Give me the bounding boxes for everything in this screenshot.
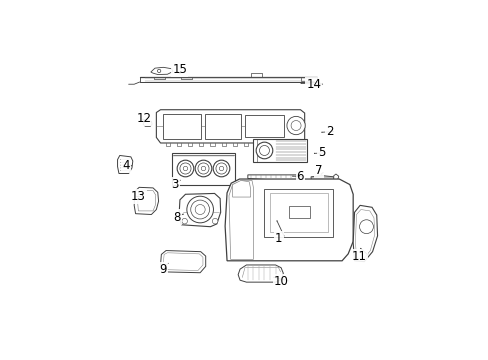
Polygon shape [160, 251, 205, 273]
Polygon shape [156, 110, 304, 143]
Circle shape [177, 160, 193, 177]
Polygon shape [238, 265, 283, 282]
Bar [163, 114, 200, 139]
Text: 13: 13 [131, 190, 145, 203]
Circle shape [216, 163, 226, 174]
Text: 8: 8 [173, 211, 181, 224]
Bar [204, 114, 241, 139]
Text: 1: 1 [274, 232, 282, 245]
Circle shape [180, 163, 191, 174]
Circle shape [198, 163, 208, 174]
Text: 5: 5 [317, 146, 325, 159]
Circle shape [212, 219, 218, 224]
Bar [269, 193, 327, 232]
Circle shape [190, 200, 209, 219]
Polygon shape [117, 156, 133, 174]
Circle shape [195, 160, 211, 177]
Circle shape [359, 220, 373, 234]
Circle shape [195, 204, 205, 215]
Circle shape [157, 69, 161, 73]
Text: 10: 10 [273, 275, 288, 288]
Bar [264, 189, 332, 237]
Bar [172, 153, 234, 185]
Bar [244, 115, 284, 138]
Polygon shape [310, 176, 334, 183]
Text: 2: 2 [325, 125, 333, 138]
Text: 4: 4 [122, 159, 130, 172]
Circle shape [201, 166, 205, 171]
Bar [253, 139, 307, 162]
Circle shape [286, 116, 305, 135]
Polygon shape [224, 179, 352, 261]
Polygon shape [150, 67, 173, 75]
Circle shape [186, 196, 213, 223]
Text: 7: 7 [315, 164, 322, 177]
Text: 14: 14 [305, 78, 321, 91]
Text: 3: 3 [171, 178, 179, 191]
Text: 6: 6 [296, 170, 304, 183]
Circle shape [182, 219, 187, 224]
Polygon shape [134, 187, 158, 215]
Circle shape [290, 121, 301, 131]
Polygon shape [247, 175, 301, 181]
Text: 9: 9 [159, 264, 166, 276]
Circle shape [259, 145, 269, 156]
Circle shape [219, 166, 224, 171]
Polygon shape [143, 121, 152, 126]
Polygon shape [333, 174, 338, 180]
Polygon shape [352, 205, 377, 262]
Text: 15: 15 [172, 63, 187, 76]
Polygon shape [228, 180, 253, 260]
Polygon shape [179, 193, 220, 227]
Polygon shape [232, 180, 250, 197]
Bar [289, 206, 309, 219]
Text: 11: 11 [351, 250, 366, 263]
Circle shape [213, 160, 229, 177]
Circle shape [183, 166, 187, 171]
Text: 12: 12 [137, 112, 152, 125]
Circle shape [256, 142, 272, 159]
